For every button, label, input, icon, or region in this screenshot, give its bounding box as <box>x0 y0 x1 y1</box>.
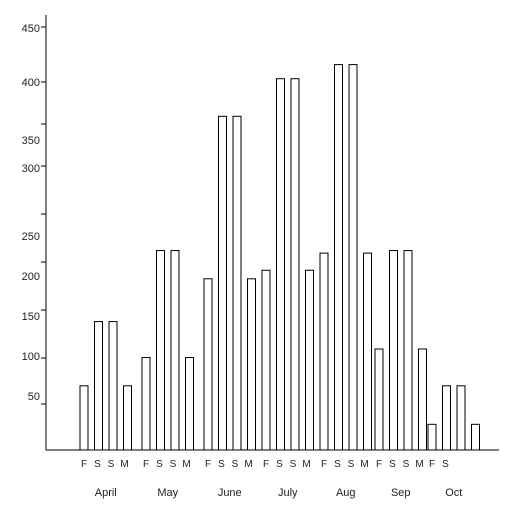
day-label-sep-0: F <box>376 459 382 470</box>
day-label-sep-1: S <box>389 459 396 470</box>
bar-july-0 <box>261 269 271 451</box>
day-label-aug-1: S <box>334 459 341 470</box>
bar-aug-2 <box>348 64 358 451</box>
bar-oct-0 <box>427 423 437 451</box>
bar-sep-2 <box>403 250 413 451</box>
y-tick-label-200: 200 <box>22 271 40 283</box>
bar-may-2 <box>170 250 180 451</box>
day-label-july-2: S <box>290 459 297 470</box>
day-label-may-2: S <box>170 459 177 470</box>
day-label-april-2: S <box>108 459 115 470</box>
bar-sep-0 <box>374 348 384 451</box>
y-tick-label-350: 350 <box>22 135 40 147</box>
month-label-oct: Oct <box>445 487 462 499</box>
y-tick-label-150: 150 <box>22 311 40 323</box>
day-label-may-1: S <box>156 459 163 470</box>
day-label-oct-0: F <box>429 459 435 470</box>
month-label-sep: Sep <box>391 487 411 499</box>
month-label-may: May <box>157 487 178 499</box>
day-label-june-1: S <box>218 459 225 470</box>
bar-june-2 <box>232 115 242 451</box>
bar-april-3 <box>123 385 132 451</box>
day-label-april-3: M <box>120 459 128 470</box>
bar-july-2 <box>290 78 300 451</box>
day-label-sep-3: M <box>415 459 423 470</box>
bar-june-0 <box>203 278 213 451</box>
bar-aug-1 <box>334 64 343 451</box>
bar-april-0 <box>79 385 89 451</box>
day-label-aug-3: M <box>360 459 368 470</box>
bar-june-1 <box>218 115 227 451</box>
bar-sep-3 <box>418 348 427 451</box>
month-label-aug: Aug <box>336 487 356 499</box>
day-label-july-0: F <box>263 459 269 470</box>
day-label-july-3: M <box>302 459 310 470</box>
bar-may-3 <box>185 357 194 451</box>
bar-april-1 <box>94 321 103 451</box>
bar-aug-0 <box>319 252 329 451</box>
day-label-april-1: S <box>94 459 101 470</box>
bar-aug-3 <box>363 252 372 451</box>
bar-may-0 <box>141 357 151 451</box>
day-label-may-0: F <box>143 459 149 470</box>
y-axis: 50 100 150 200 250 300 350 400 450 <box>22 15 47 450</box>
bar-june-3 <box>247 278 256 451</box>
bar-oct-1 <box>442 385 451 451</box>
bar-oct-3 <box>471 423 480 451</box>
day-label-june-3: M <box>244 459 252 470</box>
day-label-june-2: S <box>232 459 239 470</box>
bar-april-2 <box>108 321 118 451</box>
bar-july-1 <box>276 78 285 451</box>
month-label-april: April <box>95 487 117 499</box>
day-label-sep-2: S <box>403 459 410 470</box>
bar-sep-1 <box>389 250 398 451</box>
y-tick-label-100: 100 <box>22 351 40 363</box>
bar-oct-2 <box>456 385 466 451</box>
day-label-aug-2: S <box>348 459 355 470</box>
month-label-july: July <box>278 487 298 499</box>
y-tick-label-250: 250 <box>22 231 40 243</box>
bar-may-1 <box>156 250 165 451</box>
day-label-oct-1: S <box>442 459 449 470</box>
y-tick-label-50: 50 <box>28 391 40 403</box>
y-tick-label-450: 450 <box>22 23 40 35</box>
day-label-july-1: S <box>276 459 283 470</box>
day-label-aug-0: F <box>321 459 327 470</box>
day-label-april-0: F <box>81 459 87 470</box>
day-label-may-3: M <box>182 459 190 470</box>
month-label-june: June <box>218 487 242 499</box>
y-tick-label-300: 300 <box>22 163 40 175</box>
y-tick-label-400: 400 <box>22 77 40 89</box>
bar-july-3 <box>305 269 314 451</box>
day-label-june-0: F <box>205 459 211 470</box>
bars <box>79 64 480 451</box>
